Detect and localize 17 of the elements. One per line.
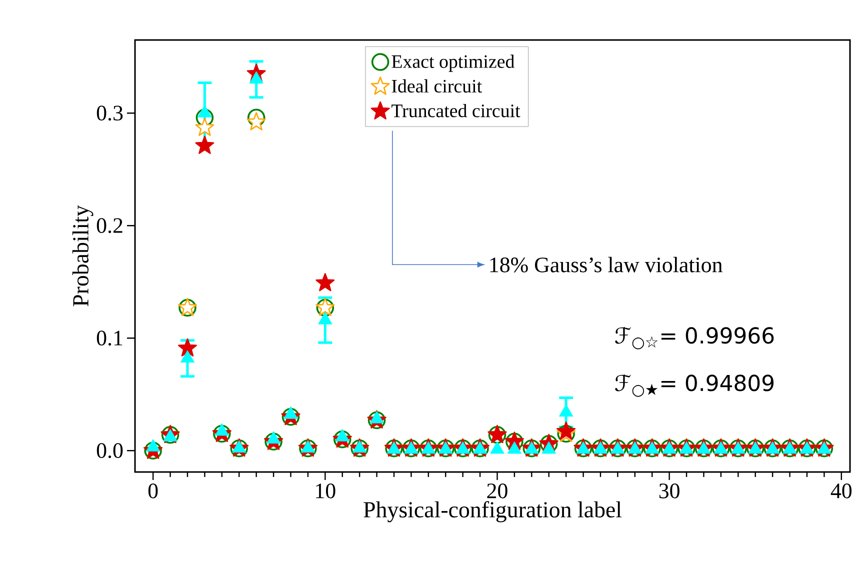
x-tick-label: 20: [487, 484, 508, 498]
x-tick-label: 30: [659, 484, 680, 498]
legend-label: Ideal circuit: [392, 79, 482, 93]
x-tick-label: 0: [148, 484, 158, 498]
y-tick-label: 0.2: [96, 218, 122, 234]
annotation: 18% Gauss’s law violation: [490, 256, 722, 272]
legend-label: Truncated circuit: [392, 104, 520, 118]
x-tick-label: 40: [830, 484, 852, 498]
x-axis-title: Physical-configuration label: [364, 501, 622, 522]
y-tick-label: 0.1: [96, 330, 122, 346]
annotation: ℱ$_{○★}$= 0.94809: [615, 374, 774, 397]
y-axis-title: Probability: [72, 205, 94, 306]
x-tick-label: 10: [316, 484, 336, 498]
annotation: ℱ$_{○☆}$= 0.99966: [615, 326, 774, 350]
legend-label: Exact optimized: [392, 54, 514, 72]
y-tick-label: 0.0: [96, 443, 123, 458]
y-tick-label: 0.3: [96, 106, 123, 121]
